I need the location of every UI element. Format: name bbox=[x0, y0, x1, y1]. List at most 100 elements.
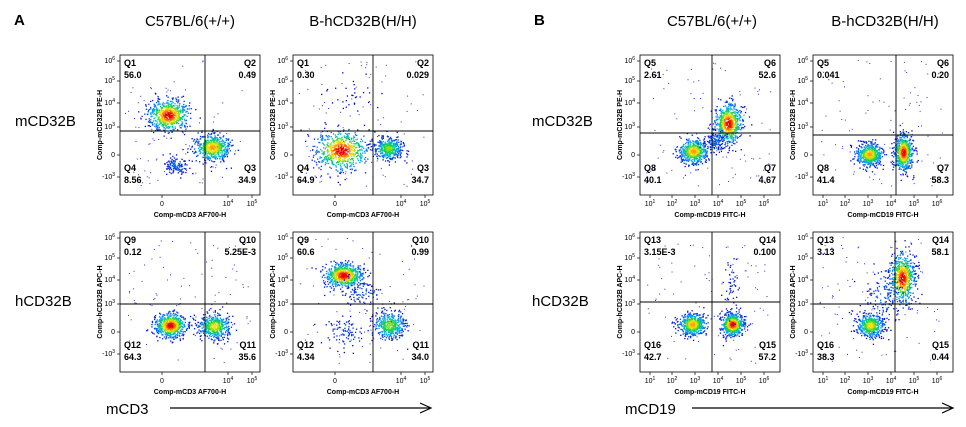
x-tick-label: 105 bbox=[420, 199, 431, 208]
y-tick-label: 104 bbox=[624, 98, 635, 107]
x-tick-label: 104 bbox=[713, 376, 724, 385]
quadrant-value: 52.6 bbox=[758, 70, 776, 80]
quadrant-value: 64.3 bbox=[124, 352, 142, 362]
x-tick-label: 102 bbox=[667, 376, 678, 385]
y-axis-title: Comp-hCD32B APC-H bbox=[617, 265, 624, 338]
x-tick-label: 106 bbox=[759, 199, 770, 208]
quadrant-value: 64.9 bbox=[297, 175, 315, 185]
y-axis-title: Comp-hCD32B APC-H bbox=[790, 265, 797, 338]
quadrant-name: Q4 bbox=[297, 163, 309, 173]
row-label-a-mcd32b: mCD32B bbox=[15, 113, 76, 130]
x-tick-label: 104 bbox=[396, 199, 407, 208]
x-tick-label: 101 bbox=[818, 376, 829, 385]
x-tick-label: 103 bbox=[863, 199, 874, 208]
y-axis-title: Comp-hCD32B APC-H bbox=[97, 265, 104, 338]
quadrant-name: Q8 bbox=[817, 163, 829, 173]
quadrant-name: Q7 bbox=[937, 163, 949, 173]
y-axis-title: Comp-mCD32B PE-H bbox=[270, 90, 277, 160]
x-tick-label: 105 bbox=[909, 376, 920, 385]
quadrant-value: 58.1 bbox=[931, 247, 949, 257]
y-tick-label: 0 bbox=[111, 152, 115, 159]
x-tick-label: 0 bbox=[160, 378, 164, 385]
event-dots bbox=[645, 60, 772, 187]
y-tick-label: 103 bbox=[277, 122, 288, 131]
quadrant-name: Q12 bbox=[124, 340, 141, 350]
y-tick-label: 104 bbox=[797, 98, 808, 107]
y-tick-label: 105 bbox=[104, 76, 115, 85]
row-label-a-hcd32b: hCD32B bbox=[15, 293, 72, 310]
quadrant-name: Q6 bbox=[764, 58, 776, 68]
y-tick-label: 103 bbox=[797, 122, 808, 131]
x-axis-title: Comp-mCD3 AF700-H bbox=[154, 389, 226, 396]
y-tick-label: 105 bbox=[277, 253, 288, 262]
quadrant-name: Q8 bbox=[644, 163, 656, 173]
x-tick-label: 105 bbox=[247, 199, 258, 208]
quadrant-name: Q3 bbox=[244, 163, 256, 173]
x-tick-label: 106 bbox=[932, 376, 943, 385]
x-axis-arrow-a bbox=[170, 402, 433, 414]
x-tick-label: 103 bbox=[690, 376, 701, 385]
x-axis-label-b: mCD19 bbox=[625, 401, 676, 418]
x-tick-label: 0 bbox=[333, 378, 337, 385]
quadrant-name: Q15 bbox=[759, 340, 776, 350]
plot-frame bbox=[292, 54, 434, 196]
event-dots bbox=[821, 60, 943, 187]
y-tick-label: 105 bbox=[797, 76, 808, 85]
quadrant-name: Q1 bbox=[297, 58, 309, 68]
plot-frame bbox=[812, 231, 954, 373]
y-tick-label: 106 bbox=[797, 233, 808, 242]
quadrant-value: 4.67 bbox=[758, 175, 776, 185]
quadrant-name: Q9 bbox=[297, 235, 309, 245]
y-tick-label: 0 bbox=[804, 329, 808, 336]
x-tick-label: 106 bbox=[932, 199, 943, 208]
x-tick-label: 104 bbox=[713, 199, 724, 208]
y-tick-label: -103 bbox=[795, 349, 808, 358]
y-tick-label: 104 bbox=[277, 275, 288, 284]
y-tick-label: -103 bbox=[102, 349, 115, 358]
event-dots bbox=[819, 237, 942, 362]
x-tick-label: 102 bbox=[667, 199, 678, 208]
quadrant-name: Q5 bbox=[644, 58, 656, 68]
y-tick-label: 106 bbox=[104, 233, 115, 242]
quadrant-name: Q16 bbox=[817, 340, 834, 350]
x-tick-label: 103 bbox=[690, 199, 701, 208]
x-axis-title: Comp-mCD3 AF700-H bbox=[327, 389, 399, 396]
quadrant-value: 4.34 bbox=[297, 352, 315, 362]
quadrant-value: 0.041 bbox=[817, 70, 840, 80]
x-tick-label: 104 bbox=[396, 376, 407, 385]
quadrant-value: 40.1 bbox=[644, 175, 662, 185]
y-tick-label: 105 bbox=[624, 253, 635, 262]
quadrant-value: 58.3 bbox=[931, 175, 949, 185]
quadrant-value: 56.0 bbox=[124, 70, 142, 80]
quadrant-value: 0.029 bbox=[406, 70, 429, 80]
col-title-a-humanized: B-hCD32B(H/H) bbox=[309, 13, 417, 30]
row-label-b-hcd32b: hCD32B bbox=[532, 293, 589, 310]
quadrant-value: 57.2 bbox=[758, 352, 776, 362]
quadrant-name: Q5 bbox=[817, 58, 829, 68]
y-tick-label: 103 bbox=[797, 299, 808, 308]
y-tick-label: -103 bbox=[622, 172, 635, 181]
y-tick-label: 105 bbox=[624, 76, 635, 85]
x-axis-label-a: mCD3 bbox=[106, 401, 149, 418]
quadrant-value: 3.15E-3 bbox=[644, 247, 676, 257]
plot-frame bbox=[119, 231, 261, 373]
quadrant-name: Q7 bbox=[764, 163, 776, 173]
quadrant-name: Q14 bbox=[759, 235, 776, 245]
y-tick-label: 103 bbox=[277, 299, 288, 308]
x-tick-label: 105 bbox=[247, 376, 258, 385]
quadrant-name: Q15 bbox=[932, 340, 949, 350]
quadrant-value: 0.12 bbox=[124, 247, 142, 257]
x-axis-title: Comp-mCD19 FITC-H bbox=[847, 212, 918, 219]
quadrant-name: Q16 bbox=[644, 340, 661, 350]
panel-letter-a: A bbox=[14, 12, 25, 29]
quadrant-value: 41.4 bbox=[817, 175, 835, 185]
quadrant-value: 34.7 bbox=[411, 175, 429, 185]
y-tick-label: 103 bbox=[624, 122, 635, 131]
y-tick-label: 106 bbox=[624, 56, 635, 65]
plot-frame bbox=[812, 54, 954, 196]
x-axis-title: Comp-mCD19 FITC-H bbox=[847, 389, 918, 396]
x-tick-label: 101 bbox=[645, 376, 656, 385]
y-tick-label: 104 bbox=[104, 98, 115, 107]
event-dots bbox=[298, 61, 425, 187]
quadrant-name: Q2 bbox=[417, 58, 429, 68]
